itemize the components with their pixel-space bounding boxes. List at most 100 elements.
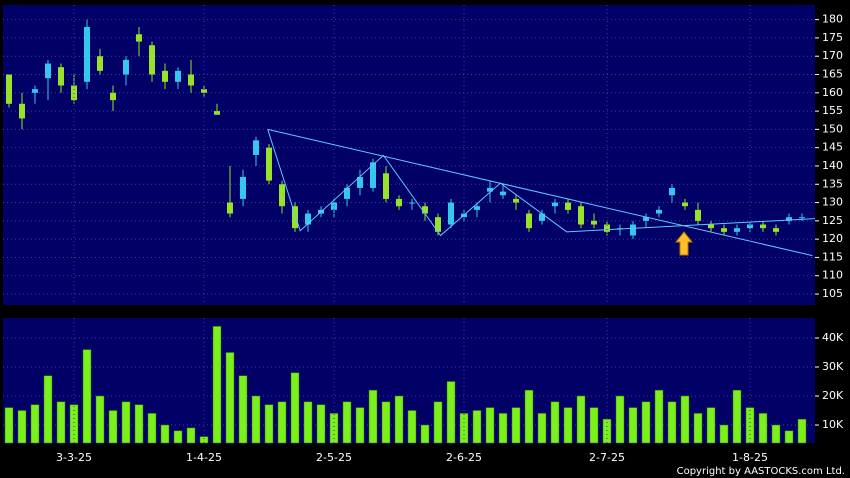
volume-bar <box>264 404 274 444</box>
volume-bar <box>290 372 300 444</box>
candle-body <box>71 85 77 101</box>
candle-body <box>279 184 285 207</box>
y-tick-label: 135 <box>822 177 843 190</box>
y-tick-label: 150 <box>822 122 843 135</box>
candle-body <box>149 45 155 75</box>
candle-body <box>214 111 220 115</box>
candle-body <box>604 224 610 232</box>
candle-body <box>513 198 519 203</box>
candle-body <box>123 59 129 75</box>
volume-bar <box>732 389 742 444</box>
trend-line <box>267 129 816 237</box>
volume-bar <box>680 395 690 444</box>
volume-bar <box>342 401 352 444</box>
volume-bar <box>472 410 482 444</box>
signal-arrow <box>674 231 694 256</box>
volume-bar <box>550 401 560 444</box>
volume-bar <box>108 410 118 444</box>
y-tick-label: 145 <box>822 141 843 154</box>
volume-bar <box>381 401 391 444</box>
candle-body <box>253 140 259 155</box>
candle-body <box>305 213 311 225</box>
candle-body <box>578 206 584 225</box>
x-tick-label: 1-8-25 <box>732 451 768 464</box>
volume-bar <box>576 395 586 444</box>
volume-bar <box>134 404 144 444</box>
candle-body <box>409 202 415 204</box>
candle-body <box>630 224 636 236</box>
x-tick-label: 3-3-25 <box>56 451 92 464</box>
candle-body <box>643 217 649 221</box>
candle-body <box>682 202 688 207</box>
volume-bar <box>537 413 547 444</box>
candle-body <box>19 103 25 119</box>
candle-body <box>162 70 168 82</box>
volume-bar <box>225 352 235 444</box>
y-tick-label: 120 <box>822 232 843 245</box>
candle-body <box>45 63 51 79</box>
copyright: Copyright by AASTOCKS.com Ltd. <box>677 466 845 477</box>
y-tick-label: 30K <box>822 360 844 373</box>
volume-bar <box>56 401 66 444</box>
candle-body <box>591 220 597 225</box>
candle-body <box>539 213 545 221</box>
y-tick-label: 40K <box>822 331 844 344</box>
volume-bar <box>706 407 716 444</box>
trend-line <box>267 128 813 257</box>
y-tick-label: 125 <box>822 214 843 227</box>
candle-body <box>357 176 363 188</box>
candle-body <box>799 217 805 219</box>
volume-bar <box>485 407 495 444</box>
volume-bar <box>511 407 521 444</box>
volume-bar <box>771 424 781 444</box>
volume-bar <box>446 381 456 444</box>
candle-body <box>487 187 493 192</box>
candle-body <box>227 202 233 214</box>
candle-body <box>422 206 428 214</box>
y-tick-label: 160 <box>822 86 843 99</box>
candle-body <box>110 92 116 101</box>
candle-body <box>773 228 779 232</box>
candle-body <box>383 173 389 199</box>
candle-body <box>435 217 441 232</box>
candle-body <box>565 202 571 210</box>
y-tick-label: 155 <box>822 104 843 117</box>
x-tick-label: 2-7-25 <box>589 451 625 464</box>
volume-bar <box>30 404 40 444</box>
volume-bar <box>277 401 287 444</box>
volume-bar <box>160 424 170 444</box>
candle-body <box>331 202 337 210</box>
y-tick-label: 165 <box>822 68 843 81</box>
volume-bar <box>186 427 196 444</box>
volume-bar <box>667 401 677 444</box>
volume-bar <box>524 389 534 444</box>
volume-bar <box>82 349 92 444</box>
volume-bar <box>238 375 248 444</box>
volume-bar <box>498 413 508 444</box>
candle-body <box>396 198 402 207</box>
y-tick-label: 10K <box>822 418 844 431</box>
candle-body <box>695 209 701 221</box>
volume-bar <box>654 389 664 444</box>
volume-bar <box>784 430 794 444</box>
volume-bar <box>173 430 183 444</box>
candle-body <box>526 213 532 229</box>
volume-bar <box>355 407 365 444</box>
candle-body <box>747 224 753 229</box>
candle-body <box>552 202 558 207</box>
candle-body <box>370 162 376 188</box>
y-tick-label: 115 <box>822 250 843 263</box>
candle-body <box>188 74 194 86</box>
candle-body <box>58 67 64 86</box>
candle-body <box>84 26 90 82</box>
volume-bar <box>43 375 53 444</box>
candle-body <box>6 74 12 104</box>
candle-body <box>669 187 675 196</box>
volume-bar <box>745 407 755 444</box>
volume-bar <box>628 407 638 444</box>
candle-body <box>656 209 662 214</box>
volume-bar <box>719 424 729 444</box>
candle-body <box>500 191 506 196</box>
x-tick-label: 2-6-25 <box>446 451 482 464</box>
